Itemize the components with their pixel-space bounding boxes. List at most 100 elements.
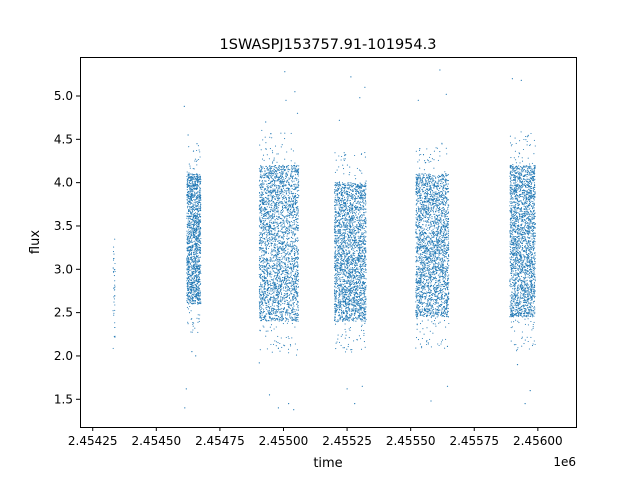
data-point: [194, 203, 196, 205]
data-point: [284, 231, 286, 233]
data-point: [263, 289, 265, 291]
data-point: [284, 190, 286, 192]
data-point: [273, 292, 275, 294]
data-point: [292, 237, 294, 239]
data-point: [282, 190, 284, 192]
data-point: [191, 261, 193, 263]
data-point: [345, 287, 347, 289]
data-point: [267, 299, 269, 301]
data-point: [186, 207, 189, 209]
data-point: [278, 197, 280, 199]
data-point: [291, 191, 293, 193]
data-point: [267, 288, 270, 290]
data-point: [275, 205, 277, 207]
data-point: [258, 260, 261, 262]
data-point: [198, 292, 200, 294]
data-point: [278, 178, 280, 180]
data-point: [262, 240, 264, 242]
data-point: [191, 267, 193, 269]
data-point: [359, 188, 361, 190]
data-point: [272, 319, 274, 321]
data-point: [190, 303, 192, 305]
data-point: [364, 346, 366, 348]
data-point: [259, 203, 261, 205]
data-point: [197, 278, 199, 280]
data-point: [297, 320, 299, 322]
data-point: [294, 343, 296, 345]
data-point: [266, 281, 269, 283]
data-point: [290, 220, 293, 222]
data-point: [269, 284, 271, 286]
data-point: [274, 243, 276, 245]
data-point: [197, 281, 199, 284]
data-point: [282, 204, 284, 206]
data-point: [263, 275, 265, 277]
data-point: [269, 260, 271, 262]
data-point: [197, 185, 199, 187]
data-point: [295, 278, 297, 280]
data-point: [187, 226, 189, 228]
data-point: [286, 266, 288, 268]
data-point: [282, 311, 284, 313]
data-point: [280, 217, 282, 219]
data-point: [288, 206, 290, 208]
data-point: [278, 265, 280, 267]
data-point: [197, 303, 199, 305]
data-point: [268, 177, 270, 180]
data-point: [350, 183, 352, 185]
data-point: [277, 264, 279, 266]
data-point: [277, 347, 279, 349]
data-point: [351, 203, 353, 205]
data-point: [275, 298, 277, 300]
data-point: [286, 285, 288, 287]
data-point: [278, 277, 280, 279]
data-point: [114, 269, 116, 271]
data-point: [276, 202, 278, 204]
data-point: [197, 203, 199, 205]
data-point: [272, 165, 274, 168]
data-point: [291, 214, 293, 216]
data-point: [265, 218, 267, 220]
data-point: [287, 230, 289, 233]
data-point: [293, 291, 295, 293]
data-point: [189, 189, 191, 191]
data-point: [286, 322, 288, 324]
data-point: [283, 234, 285, 236]
data-point: [267, 266, 269, 268]
data-point: [195, 235, 197, 237]
data-point: [287, 309, 289, 311]
data-point: [195, 228, 197, 230]
data-point: [281, 192, 283, 194]
data-point: [187, 176, 189, 178]
data-point: [266, 264, 268, 266]
data-point: [276, 305, 278, 307]
data-point: [286, 318, 288, 320]
data-point: [262, 197, 264, 199]
data-point: [278, 165, 280, 167]
data-point: [261, 175, 263, 177]
data-point: [293, 235, 295, 237]
data-point: [263, 190, 265, 192]
data-point: [352, 243, 354, 245]
data-point: [260, 149, 262, 151]
data-point: [291, 193, 293, 195]
data-point: [281, 217, 283, 220]
data-point: [266, 280, 268, 282]
data-point: [292, 165, 294, 167]
data-point: [267, 320, 269, 322]
data-point: [191, 208, 193, 211]
data-point: [193, 294, 195, 296]
data-point: [262, 266, 264, 268]
data-point: [295, 193, 297, 195]
data-point: [294, 263, 296, 265]
data-point: [281, 206, 284, 208]
data-point: [192, 197, 194, 199]
data-point: [260, 294, 262, 296]
data-point: [275, 293, 277, 296]
data-point: [194, 208, 196, 210]
data-point: [194, 260, 196, 262]
data-point: [277, 259, 279, 261]
data-point: [278, 213, 280, 215]
data-point: [193, 188, 196, 190]
data-point: [288, 225, 290, 227]
